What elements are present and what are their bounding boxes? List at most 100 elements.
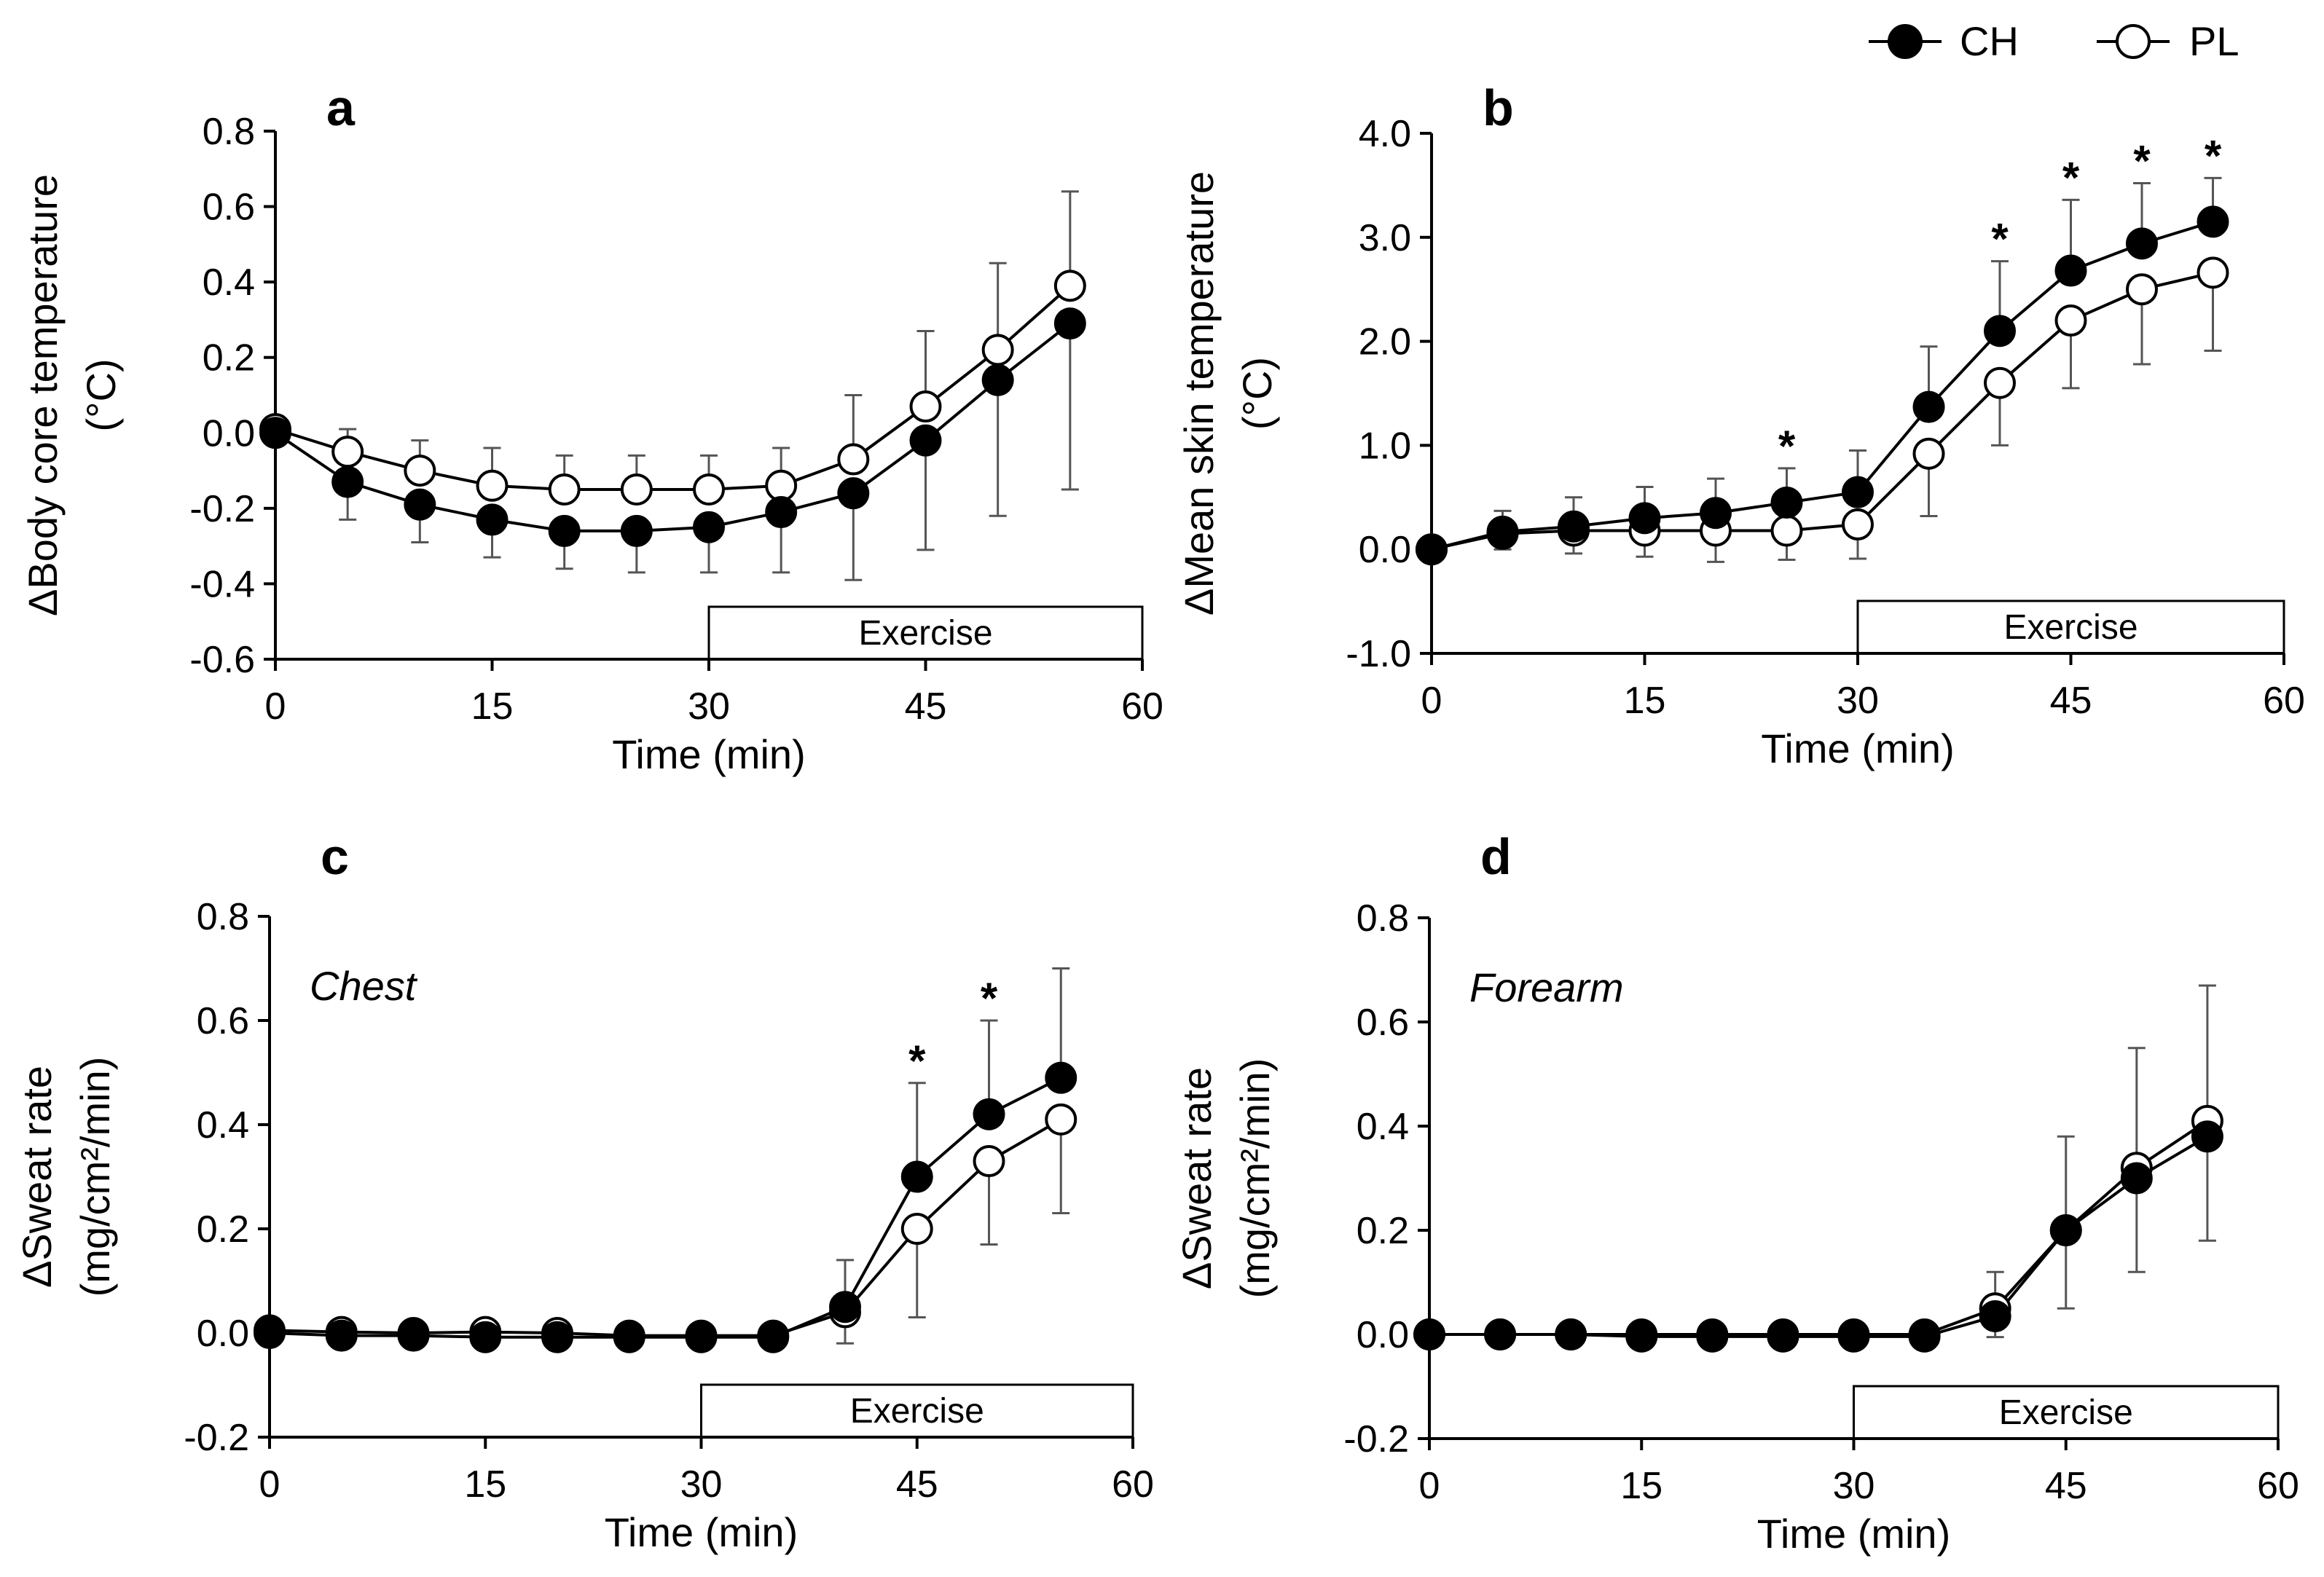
- point-pl: [2054, 304, 2087, 337]
- x-tick-label-d: 60: [2257, 1465, 2299, 1507]
- x-tick-label-c: 60: [1112, 1463, 1154, 1506]
- exercise-label-a: Exercise: [858, 614, 992, 653]
- panel-letter-a: a: [326, 79, 356, 136]
- y-axis-unit-a: (°C): [78, 358, 124, 431]
- point-ch: [1700, 497, 1732, 530]
- point-ch: [613, 1321, 645, 1353]
- point-ch: [331, 465, 364, 498]
- exercise-box-a: [707, 605, 1144, 661]
- point-ch: [325, 1319, 358, 1352]
- point-pl: [1984, 366, 2016, 399]
- x-tick-label-c: 15: [464, 1463, 506, 1506]
- x-axis-title-b: Time (min): [1761, 725, 1954, 771]
- y-tick-label-c: 0.2: [197, 1208, 249, 1251]
- x-axis-title-c: Time (min): [605, 1509, 798, 1555]
- series-line-ch: [1429, 1135, 2208, 1338]
- y-tick-label-b: 1.0: [1359, 425, 1411, 467]
- significance-star-b: *: [1778, 422, 1796, 471]
- series-line-pl: [1431, 271, 2213, 551]
- panel-letter-c: c: [321, 828, 349, 885]
- point-ch: [1979, 1299, 2011, 1332]
- series-line-ch: [1431, 220, 2214, 551]
- point-ch: [1486, 515, 1519, 548]
- y-tick-label-a: 0.2: [203, 337, 255, 379]
- point-pl: [909, 390, 942, 423]
- point-pl: [1842, 508, 1874, 540]
- point-ch: [973, 1098, 1005, 1130]
- point-ch: [1045, 1061, 1077, 1094]
- point-ch: [259, 417, 291, 449]
- point-pl: [548, 473, 581, 506]
- point-ch: [1558, 510, 1590, 543]
- point-ch: [900, 1160, 933, 1193]
- panel-letter-d: d: [1480, 828, 1512, 885]
- y-tick-label-a: 0.0: [203, 412, 255, 455]
- x-tick-label-d: 30: [1833, 1465, 1875, 1507]
- x-tick-label-c: 45: [896, 1463, 938, 1506]
- significance-star-b: *: [2062, 153, 2080, 202]
- x-tick-label-a: 30: [688, 685, 730, 728]
- y-axis-title-a: ΔBody core temperature: [20, 174, 66, 616]
- y-tick-label-d: 0.0: [1357, 1314, 1409, 1356]
- y-tick-label-a: 0.4: [203, 261, 255, 304]
- y-tick-label-c: 0.0: [197, 1313, 249, 1355]
- y-axis-title-c: ΔSweat rate: [14, 1066, 60, 1288]
- y-tick-label-d: 0.4: [1357, 1106, 1409, 1148]
- x-tick-label-b: 0: [1421, 680, 1442, 722]
- point-ch: [1908, 1320, 1941, 1353]
- point-ch: [909, 424, 942, 457]
- y-axis-title-d: ΔSweat rate: [1174, 1067, 1220, 1289]
- y-tick-label-b: 4.0: [1359, 113, 1411, 155]
- y-tick-label-b: 0.0: [1359, 529, 1411, 571]
- y-axis-title-b: ΔMean skin temperature: [1176, 171, 1222, 616]
- series-line-ch: [269, 1076, 1062, 1339]
- point-pl: [973, 1145, 1005, 1178]
- point-ch: [1484, 1318, 1517, 1350]
- y-tick-label-c: 0.6: [197, 1000, 249, 1042]
- x-axis-title-d: Time (min): [1757, 1511, 1950, 1557]
- point-ch: [1770, 486, 1803, 519]
- legend-pl-label: PL: [2189, 18, 2239, 64]
- y-tick-label-d: 0.2: [1357, 1210, 1409, 1252]
- panel-letter-b: b: [1483, 79, 1514, 136]
- panel-d: Exercise 0.8 0.6 0.4 0.2 0.0 -0.20 15 30 45 60 Time…: [1174, 828, 2299, 1557]
- y-axis-unit-d: (mg/cm²/min): [1232, 1058, 1278, 1299]
- point-pl: [331, 436, 364, 468]
- legend: CH PL: [1869, 18, 2239, 64]
- y-axis-unit-c: (mg/cm²/min): [72, 1057, 118, 1297]
- point-ch: [837, 477, 870, 510]
- point-ch: [404, 488, 436, 521]
- point-ch: [1912, 390, 1945, 423]
- x-tick-label-b: 60: [2263, 680, 2305, 722]
- y-tick-label-a: -0.2: [189, 488, 255, 530]
- point-pl: [476, 469, 509, 502]
- point-pl: [1053, 270, 1086, 302]
- point-pl: [765, 469, 798, 502]
- point-ch: [469, 1321, 502, 1353]
- x-tick-label-d: 45: [2045, 1465, 2087, 1507]
- point-ch: [757, 1321, 790, 1353]
- y-tick-label-c: 0.4: [197, 1104, 249, 1147]
- point-ch: [2120, 1162, 2153, 1195]
- exercise-label-d: Exercise: [1999, 1393, 2133, 1432]
- significance-star-b: *: [2133, 137, 2151, 186]
- point-pl: [404, 455, 436, 487]
- y-tick-label-d: -0.2: [1343, 1418, 1409, 1460]
- y-tick-label-b: 3.0: [1359, 217, 1411, 259]
- legend-ch-label: CH: [1960, 18, 2019, 64]
- point-ch: [1696, 1320, 1729, 1353]
- point-ch: [981, 363, 1014, 396]
- significance-star-b: *: [1991, 215, 2009, 264]
- y-tick-label-a: 0.6: [203, 186, 255, 229]
- series-line-pl: [275, 284, 1072, 491]
- x-tick-label-b: 45: [2050, 680, 2092, 722]
- panel-a: Exercise 0.8 0.6 0.4 0.2 0.0 -0.2 -0.4 -0.60 15 30…: [20, 79, 1163, 777]
- y-tick-label-a: -0.6: [189, 639, 255, 681]
- point-ch: [2126, 227, 2158, 260]
- point-ch: [1984, 315, 2016, 347]
- point-ch: [620, 514, 653, 547]
- x-tick-label-b: 15: [1624, 680, 1666, 722]
- point-ch: [1625, 1320, 1658, 1353]
- y-tick-label-d: 0.6: [1357, 1002, 1409, 1044]
